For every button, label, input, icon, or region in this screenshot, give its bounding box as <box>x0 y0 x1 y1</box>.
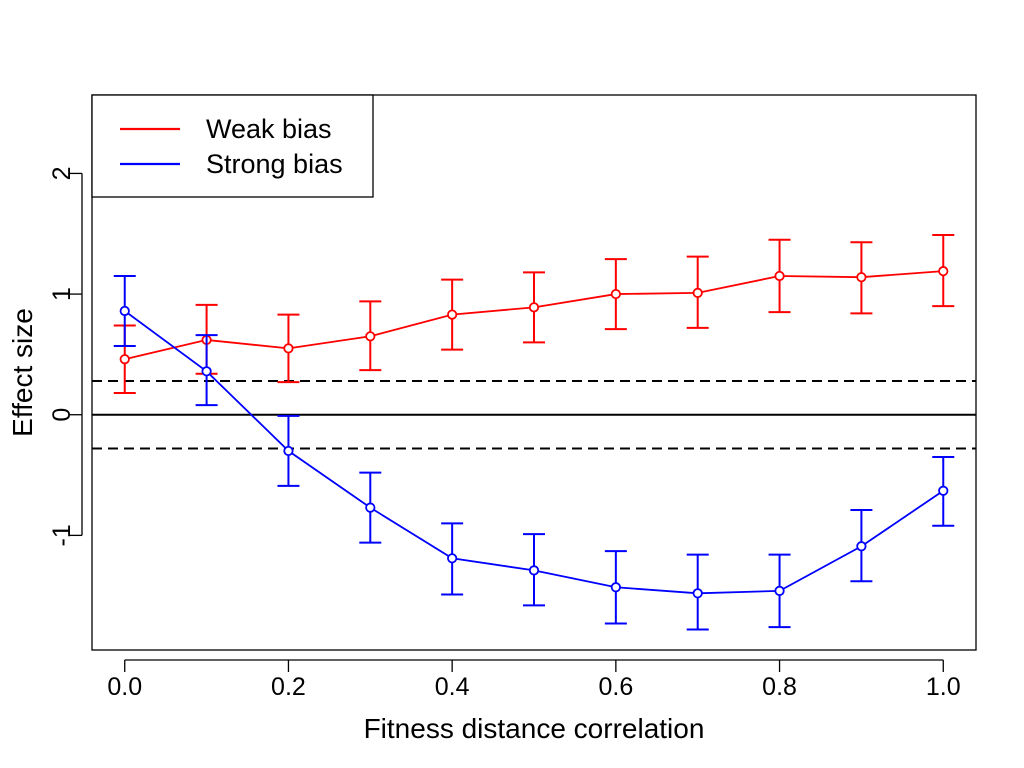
data-point <box>283 343 294 354</box>
series-layer <box>113 233 955 631</box>
y-axis: -1 0 1 2 <box>48 166 83 546</box>
legend-label: Weak bias <box>206 114 332 144</box>
y-tick-label: 0 <box>48 408 76 422</box>
y-tick-label: 2 <box>48 166 76 180</box>
data-point <box>528 565 540 576</box>
data-point <box>938 266 949 277</box>
x-tick-label: 0.6 <box>598 673 633 701</box>
data-point <box>938 485 949 496</box>
data-point <box>774 585 785 596</box>
x-tick-label: 1.0 <box>926 673 961 701</box>
data-point <box>610 582 621 593</box>
series-strong-bias <box>113 274 955 631</box>
data-point <box>119 354 130 365</box>
legend-label: Strong bias <box>206 149 343 179</box>
legend: Weak bias Strong bias <box>91 94 374 198</box>
x-tick-label: 0.0 <box>107 673 142 701</box>
series-weak-bias <box>113 233 955 395</box>
data-point <box>856 272 867 283</box>
data-point <box>692 287 703 298</box>
data-point <box>856 541 867 552</box>
legend-box <box>91 94 374 198</box>
y-axis-label: Effect size <box>7 308 38 437</box>
plot-area <box>91 94 977 651</box>
data-point <box>365 502 376 513</box>
data-point <box>774 270 785 282</box>
data-point <box>365 331 376 342</box>
data-point <box>528 302 540 313</box>
reference-lines <box>92 379 976 450</box>
x-tick-label: 0.8 <box>762 673 797 701</box>
data-point <box>119 305 130 317</box>
data-point <box>447 553 458 564</box>
data-point <box>447 309 458 320</box>
data-point <box>201 366 212 377</box>
x-axis-label: Fitness distance correlation <box>364 713 705 744</box>
y-tick-label: -1 <box>48 524 76 546</box>
data-point <box>283 445 294 457</box>
data-point <box>610 288 621 300</box>
data-point <box>692 588 703 599</box>
x-tick-label: 0.4 <box>435 673 470 701</box>
y-tick-label: 1 <box>48 287 76 301</box>
x-tick-label: 0.2 <box>271 673 306 701</box>
x-axis: 0.0 0.2 0.4 0.6 0.8 1.0 <box>107 659 961 701</box>
